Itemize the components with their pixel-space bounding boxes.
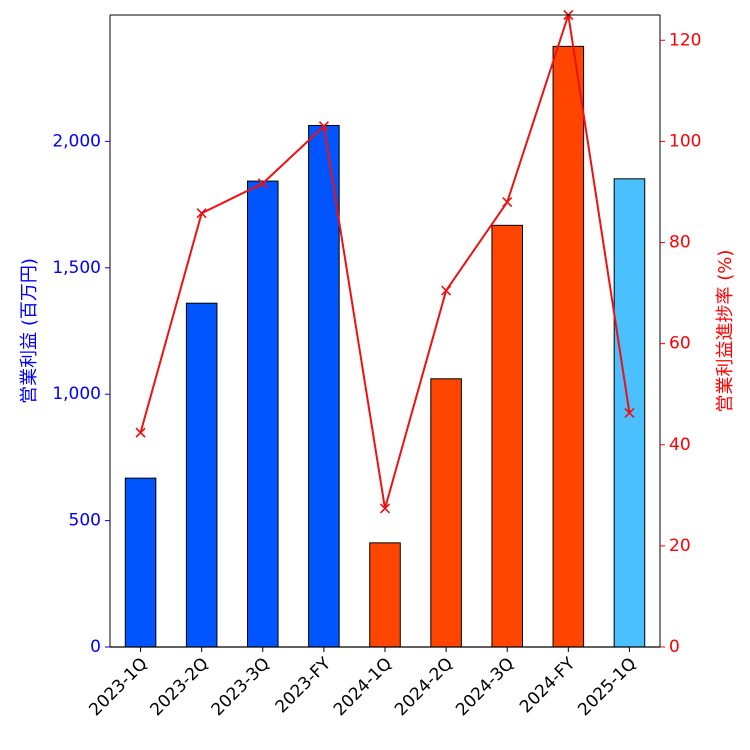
left-tick-label: 1,000 — [52, 384, 101, 404]
right-axis-ticks: 0 20 40 60 80 100 120 — [660, 30, 701, 657]
progress-marker-2023-2Q — [196, 208, 207, 219]
progress-line-series — [135, 9, 635, 514]
bar-2024-FY — [552, 45, 585, 648]
left-tick-label: 500 — [69, 511, 101, 531]
right-tick-label: 0 — [669, 637, 680, 657]
left-tick-label: 1,500 — [52, 258, 101, 278]
x-tick-label: 2023-3Q — [208, 654, 274, 720]
bar-2024-2Q — [430, 378, 462, 648]
right-tick-label: 40 — [669, 435, 691, 455]
x-tick-label: 2023-2Q — [147, 654, 213, 720]
left-tick-label: 2,000 — [52, 131, 101, 151]
bar-2023-1Q — [124, 477, 157, 648]
x-tick-label: 2024-FY — [516, 653, 580, 717]
progress-marker-2024-3Q — [502, 197, 513, 208]
progress-marker-2024-2Q — [441, 285, 452, 296]
progress-marker-2023-3Q — [257, 178, 268, 189]
right-tick-label: 60 — [669, 334, 691, 354]
right-tick-label: 120 — [669, 30, 701, 50]
left-axis-ticks: 0 500 1,000 1,500 2,000 — [52, 131, 110, 657]
x-axis-ticks: 2023-1Q2023-2Q2023-3Q2023-FY2024-1Q2024-… — [85, 647, 641, 720]
progress-marker-2023-FY — [318, 121, 329, 132]
bar-2024-3Q — [491, 224, 524, 648]
left-tick-label: 0 — [90, 637, 101, 657]
x-tick-label: 2024-1Q — [330, 654, 396, 720]
x-tick-label: 2025-1Q — [574, 654, 640, 720]
x-tick-label: 2023-FY — [272, 653, 336, 717]
bar-2023-2Q — [185, 302, 218, 648]
x-tick-label: 2024-2Q — [391, 654, 457, 720]
bar-2023-FY — [308, 124, 340, 648]
x-tick-label: 2024-3Q — [452, 654, 518, 720]
bar-2023-3Q — [247, 180, 279, 648]
y-axis-label-left: 営業利益 (百万円) — [19, 258, 40, 404]
right-tick-label: 100 — [669, 131, 701, 151]
bar-2024-1Q — [369, 542, 401, 648]
bar-series — [124, 45, 646, 648]
y-axis-label-right: 営業利益進捗率 (%) — [715, 250, 736, 413]
right-tick-label: 80 — [669, 233, 691, 253]
x-tick-label: 2023-1Q — [85, 654, 151, 720]
progress-marker-2024-1Q — [379, 503, 391, 514]
progress-marker-2023-1Q — [135, 427, 146, 438]
right-tick-label: 20 — [669, 536, 691, 556]
progress-marker-2025-1Q — [624, 407, 635, 418]
